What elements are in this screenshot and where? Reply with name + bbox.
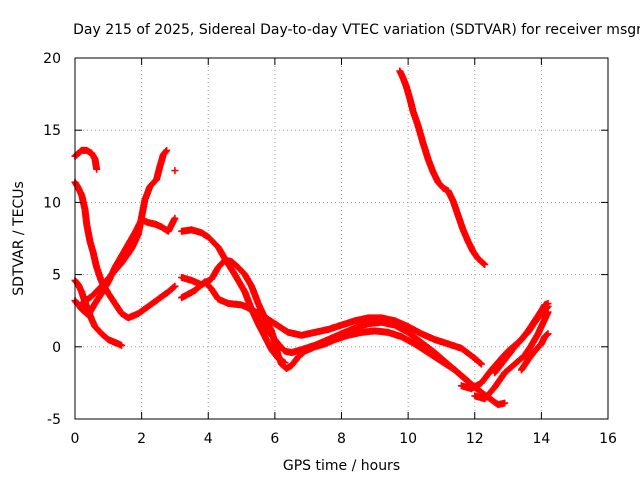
- data-point-markers: [491, 300, 552, 377]
- y-tick-label: 10: [43, 195, 61, 211]
- data-point-markers: [471, 308, 552, 403]
- data-point-markers: [171, 167, 179, 175]
- data-point-markers: [517, 330, 552, 374]
- y-tick-label: 15: [43, 123, 61, 139]
- series-arc-h: [178, 256, 479, 391]
- data-point-markers: [396, 67, 489, 268]
- x-tick-label: 4: [204, 431, 213, 447]
- series-arc-i: [178, 278, 509, 409]
- x-tick-label: 14: [532, 431, 550, 447]
- y-tick-label: 20: [43, 51, 61, 67]
- x-tick-label: 2: [137, 431, 146, 447]
- data-point-markers: [244, 304, 485, 368]
- x-tick-label: 16: [599, 431, 617, 447]
- y-tick-label: 0: [52, 340, 61, 356]
- series-arc-f: [171, 167, 179, 175]
- data-point-markers: [78, 146, 171, 307]
- grid-layer: [75, 58, 608, 419]
- series-arc-n: [491, 300, 552, 377]
- series-arc-m: [471, 308, 552, 403]
- series-arc-g: [178, 226, 289, 367]
- x-tick-label: 0: [71, 431, 80, 447]
- data-point-markers: [71, 146, 101, 173]
- data-point-markers: [178, 278, 509, 409]
- x-tick-label: 8: [337, 431, 346, 447]
- data-layer: [71, 67, 552, 409]
- series-arc-k: [396, 67, 489, 268]
- y-axis-label: SDTVAR / TECUs: [11, 181, 27, 296]
- x-axis-label: GPS time / hours: [283, 458, 400, 474]
- x-tick-label: 10: [399, 431, 417, 447]
- chart-title: Day 215 of 2025, Sidereal Day-to-day VTE…: [73, 22, 640, 38]
- series-arc-j: [244, 304, 485, 368]
- series-arc-e: [78, 146, 171, 307]
- x-tick-label: 12: [466, 431, 484, 447]
- y-tick-label: 5: [52, 268, 61, 284]
- series-arc-a: [71, 146, 101, 173]
- x-tick-label: 6: [270, 431, 279, 447]
- data-point-markers: [178, 226, 289, 367]
- series-arc-o: [517, 330, 552, 374]
- tick-layer: 0 2 4 6 8 10 12 14 16 -5 0 5 10 15 20: [43, 51, 617, 447]
- y-tick-label: -5: [47, 412, 61, 428]
- data-point-markers: [178, 256, 479, 391]
